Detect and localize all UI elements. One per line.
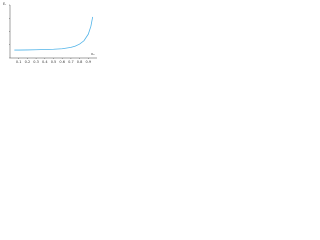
x-tick-label: 0.5 bbox=[51, 60, 57, 64]
x-tick-label: 0.1 bbox=[16, 60, 22, 64]
chart: Eᵣ xₙ 0.1 0.2 0.3 0.4 0.5 0.6 0.7 0.8 0.9 bbox=[3, 2, 97, 64]
line-series bbox=[14, 16, 94, 51]
x-tick-label: 0.8 bbox=[77, 60, 83, 64]
y-axis-label: Eᵣ bbox=[3, 2, 6, 6]
x-tick-label: 0.7 bbox=[68, 60, 74, 64]
x-tick-label: 0.3 bbox=[33, 60, 39, 64]
x-tick-label: 0.6 bbox=[59, 60, 65, 64]
x-tick-label: 0.2 bbox=[25, 60, 31, 64]
x-axis-label: xₙ bbox=[91, 52, 95, 56]
page: {"chart_data": {"type": "line", "y_label… bbox=[0, 0, 100, 66]
x-tick-label: 0.4 bbox=[42, 60, 48, 64]
x-tick-label: 0.9 bbox=[86, 60, 92, 64]
